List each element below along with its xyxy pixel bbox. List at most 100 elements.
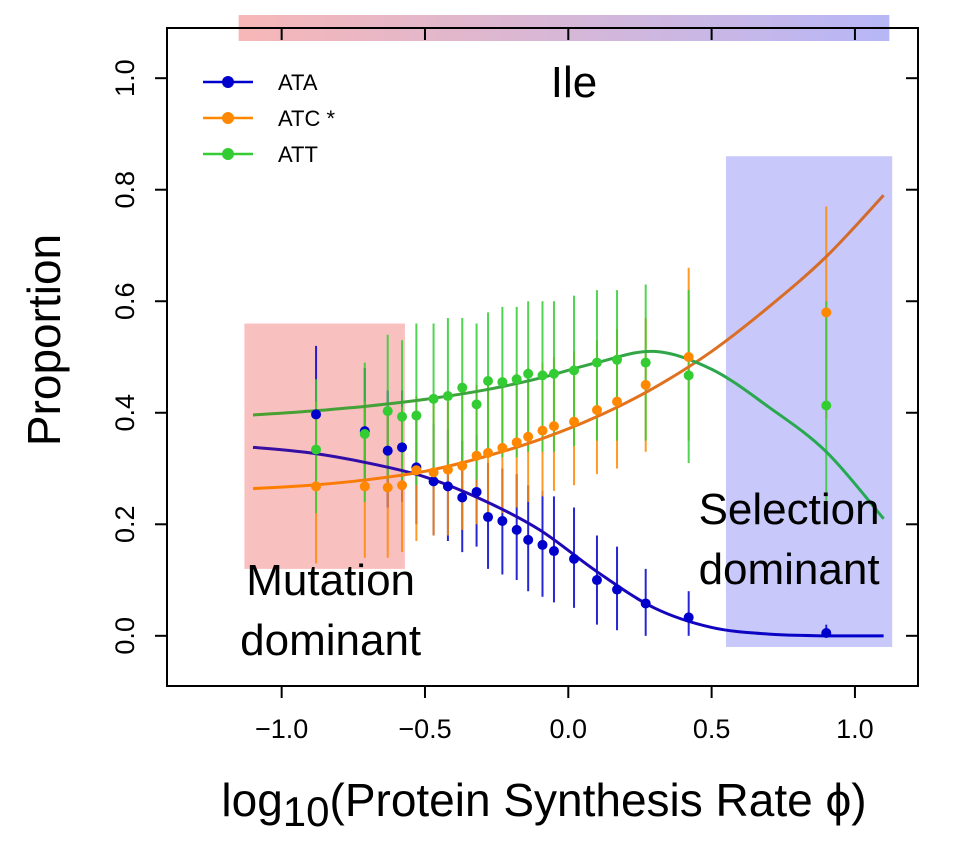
y-tick-label: 0.2 <box>110 506 140 544</box>
point-att <box>511 374 522 385</box>
point-atc <box>442 464 453 475</box>
point-att <box>471 399 482 410</box>
point-atc <box>591 404 602 415</box>
y-tick-label: 1.0 <box>110 59 140 97</box>
fitted-curves <box>252 194 885 638</box>
y-axis-label: Proportion <box>18 234 70 446</box>
region-mutation <box>244 323 405 569</box>
point-ata <box>428 476 439 487</box>
legend-marker-0 <box>222 76 234 88</box>
point-ata <box>548 546 559 557</box>
point-att <box>523 368 534 379</box>
point-atc <box>457 460 468 471</box>
point-ata <box>483 512 494 523</box>
curve-atc <box>252 194 885 491</box>
point-att <box>457 382 468 393</box>
point-ata <box>683 612 694 623</box>
point-atc <box>511 437 522 448</box>
point-att <box>483 375 494 386</box>
point-ata <box>537 539 548 550</box>
region-label-mutation-1: dominant <box>240 616 421 665</box>
point-att <box>382 406 393 417</box>
legend-label-0: ATA <box>278 70 318 95</box>
point-ata <box>382 445 393 456</box>
point-atc <box>471 450 482 461</box>
point-att <box>640 357 651 368</box>
point-atc <box>612 396 623 407</box>
x-tick-label: −0.5 <box>398 714 451 744</box>
point-att <box>683 370 694 381</box>
point-atc <box>397 480 408 491</box>
x-axis-label: log10(Protein Synthesis Rate ϕ) <box>221 774 866 835</box>
point-att <box>497 377 508 388</box>
y-tick-label: 0.4 <box>110 394 140 432</box>
point-att <box>548 368 559 379</box>
data-points <box>311 307 832 639</box>
point-atc <box>359 481 370 492</box>
region-label-selection-0: Selection <box>699 485 880 534</box>
legend-label-2: ATT <box>278 142 318 167</box>
legend-marker-2 <box>222 148 234 160</box>
point-atc <box>569 416 580 427</box>
regions <box>244 156 893 647</box>
point-att <box>411 410 422 421</box>
legend-label-1: ATC * <box>278 106 335 131</box>
x-axis: −1.0 −0.5 0.0 0.5 1.0 <box>255 28 874 744</box>
point-ata <box>821 628 832 639</box>
point-att <box>311 444 322 455</box>
point-atc <box>483 447 494 458</box>
point-ata <box>523 534 534 545</box>
point-att <box>537 370 548 381</box>
point-atc <box>428 467 439 478</box>
point-att <box>359 428 370 439</box>
legend-marker-1 <box>222 112 234 124</box>
curve-att <box>252 349 885 520</box>
point-att <box>397 411 408 422</box>
point-att <box>821 400 832 411</box>
point-atc <box>523 431 534 442</box>
point-atc <box>548 421 559 432</box>
x-axis-label-rest: (Protein Synthesis Rate ϕ) <box>330 774 867 826</box>
legend: ATA ATC * ATT <box>203 70 335 167</box>
plot-frame <box>166 27 919 687</box>
y-axis: 0.0 0.2 0.4 0.6 0.8 1.0 <box>110 59 918 655</box>
point-atc <box>821 307 832 318</box>
x-tick-label: 0.5 <box>693 714 731 744</box>
point-atc <box>411 465 422 476</box>
point-att <box>569 365 580 376</box>
point-ata <box>511 524 522 535</box>
region-label-selection-1: dominant <box>699 545 880 594</box>
point-ata <box>442 481 453 492</box>
point-atc <box>537 425 548 436</box>
region-label-mutation-0: Mutation <box>246 556 415 605</box>
x-tick-label: −1.0 <box>255 714 308 744</box>
point-atc <box>683 352 694 362</box>
chart-title: Ile <box>551 58 597 107</box>
y-tick-label: 0.0 <box>110 617 140 655</box>
point-ata <box>397 442 408 453</box>
point-ata <box>457 492 468 503</box>
point-ata <box>311 409 322 420</box>
point-ata <box>569 553 580 564</box>
x-tick-label: 0.0 <box>550 714 588 744</box>
point-att <box>612 354 623 365</box>
point-atc <box>497 442 508 453</box>
point-att <box>591 357 602 368</box>
labels: Ile Proportion log10(Protein Synthesis R… <box>18 58 880 835</box>
point-ata <box>471 486 482 497</box>
point-ata <box>497 515 508 526</box>
y-tick-label: 0.6 <box>110 282 140 320</box>
point-atc <box>640 379 651 390</box>
x-axis-label-subscript: 10 <box>283 788 330 835</box>
point-atc <box>311 481 322 492</box>
point-ata <box>640 598 651 609</box>
curve-ata <box>252 445 884 638</box>
x-tick-label: 1.0 <box>836 714 874 744</box>
y-tick-label: 0.8 <box>110 171 140 209</box>
x-axis-label-prefix: log <box>221 774 282 826</box>
point-att <box>442 391 453 402</box>
point-atc <box>382 482 393 493</box>
point-att <box>428 393 439 404</box>
point-ata <box>591 575 602 586</box>
